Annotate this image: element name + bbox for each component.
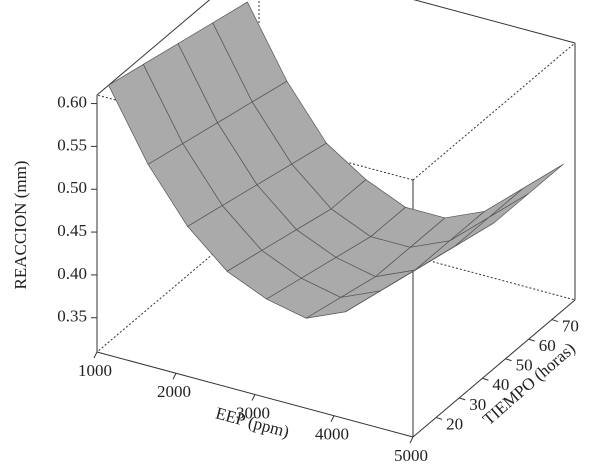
x-tick-label: 3000 [236,403,270,422]
z-tick-label: 0.60 [57,92,87,111]
y-tick-label: 30 [469,395,486,414]
surface-patch [488,163,564,218]
x-tick [172,373,177,380]
x-tick-label: 4000 [315,425,349,444]
z-tick-label: 0.40 [57,264,87,283]
x-tick-label: 1000 [78,361,112,380]
box-edge [412,299,576,438]
y-tick-label: 70 [562,316,579,335]
surface-patch [449,187,525,242]
y-tick [482,377,489,381]
surface-patch [384,243,460,289]
x-tick-label: 5000 [394,446,428,465]
x-tick [251,394,256,401]
y-tick [505,358,512,362]
y-tick-label: 50 [516,356,533,375]
x-tick-label: 2000 [157,382,191,401]
z-tick-label: 0.45 [57,221,87,240]
y-tick [435,416,443,420]
x-tick [330,415,335,422]
y-tick [551,319,559,323]
y-tick-label: 20 [446,414,463,433]
x-tick [409,436,414,444]
z-axis-label: REACCION (mm) [11,161,30,290]
y-tick-label: 40 [492,375,509,394]
box-edge [258,214,576,301]
y-tick [459,397,466,401]
x-tick [93,351,98,359]
box-edge [96,0,211,96]
y-tick-label: 60 [539,336,556,355]
box-edge [96,214,260,353]
box-edge [413,0,576,44]
y-tick [528,338,535,342]
box-edge [412,42,576,181]
z-tick-label: 0.35 [57,307,87,326]
z-tick-label: 0.50 [57,178,87,197]
z-tick-label: 0.55 [57,135,87,154]
